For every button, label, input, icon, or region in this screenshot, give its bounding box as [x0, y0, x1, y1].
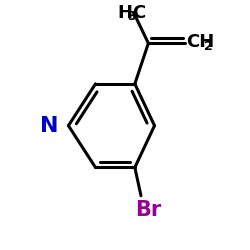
- Text: C: C: [132, 4, 145, 22]
- Text: H: H: [118, 4, 132, 22]
- Text: 3: 3: [127, 10, 136, 23]
- Text: Br: Br: [135, 200, 162, 220]
- Text: N: N: [40, 116, 58, 136]
- Text: CH: CH: [186, 33, 215, 51]
- Text: 2: 2: [204, 40, 212, 53]
